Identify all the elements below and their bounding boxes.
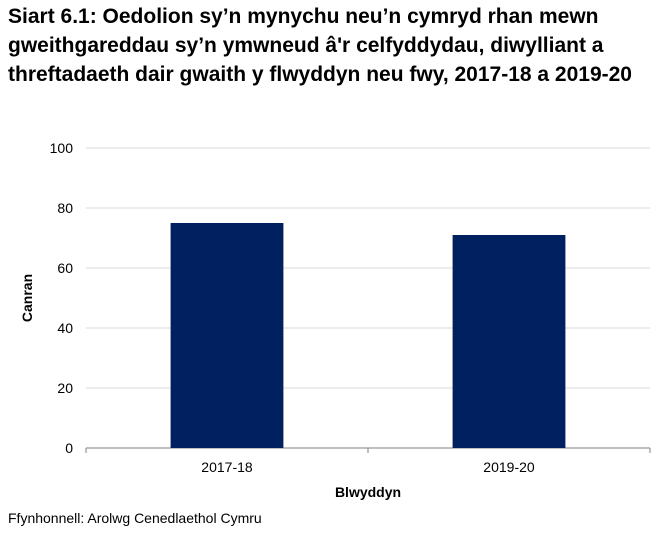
bar-2017-18	[170, 223, 284, 448]
y-tick-label: 60	[57, 260, 73, 276]
y-axis-ticks: 0 20 40 60 80 100	[50, 140, 74, 456]
chart-title: Siart 6.1: Oedolion sy’n mynychu neu’n c…	[8, 5, 632, 86]
y-tick-label: 100	[50, 140, 74, 156]
y-tick-label: 40	[57, 320, 73, 336]
x-axis-label: Blwyddyn	[335, 484, 401, 500]
y-tick-label: 80	[57, 200, 73, 216]
source-note: Ffynhonnell: Arolwg Cenedlaethol Cymru	[8, 510, 262, 526]
x-tick-label: 2019-20	[483, 459, 535, 475]
x-tick-label: 2017-18	[201, 459, 253, 475]
bars	[170, 223, 566, 448]
y-axis-label: Canran	[19, 274, 35, 322]
x-axis-ticks: 2017-18 2019-20	[85, 448, 651, 475]
bar-2019-20	[452, 235, 566, 448]
bar-chart: 0 20 40 60 80 100 2017-18 2019-20 Canran Blwyd…	[19, 140, 651, 500]
y-tick-label: 20	[57, 380, 73, 396]
y-tick-label: 0	[65, 440, 73, 456]
